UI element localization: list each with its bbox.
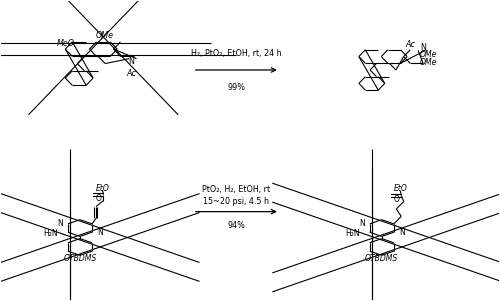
Text: H₂N: H₂N	[345, 229, 360, 238]
Text: N: N	[97, 228, 102, 237]
Text: OTBDMS: OTBDMS	[64, 254, 96, 263]
Text: OMe: OMe	[420, 50, 437, 59]
Text: N: N	[57, 219, 63, 228]
Text: Ac: Ac	[126, 69, 136, 78]
Text: OMe: OMe	[96, 31, 114, 40]
Text: EtO: EtO	[96, 184, 110, 193]
Text: O: O	[394, 195, 399, 203]
Text: PtO₂, H₂, EtOH, rt: PtO₂, H₂, EtOH, rt	[202, 185, 270, 194]
Text: H₂, PtO₂, EtOH, rt, 24 h: H₂, PtO₂, EtOH, rt, 24 h	[191, 49, 282, 58]
Text: H₂N: H₂N	[44, 229, 58, 238]
Text: N: N	[128, 57, 134, 66]
Text: MeO: MeO	[56, 39, 74, 48]
Text: N: N	[399, 228, 404, 237]
Text: 94%: 94%	[227, 221, 245, 230]
Text: OMe: OMe	[420, 58, 437, 67]
Text: OTBDMS: OTBDMS	[365, 254, 398, 263]
Text: O: O	[96, 194, 102, 203]
Text: Ac: Ac	[406, 40, 415, 49]
Text: N: N	[420, 43, 426, 52]
Text: N: N	[359, 219, 364, 228]
Text: EtO: EtO	[394, 185, 407, 194]
Text: 15~20 psi, 4.5 h: 15~20 psi, 4.5 h	[203, 197, 269, 206]
Text: 99%: 99%	[227, 83, 245, 92]
